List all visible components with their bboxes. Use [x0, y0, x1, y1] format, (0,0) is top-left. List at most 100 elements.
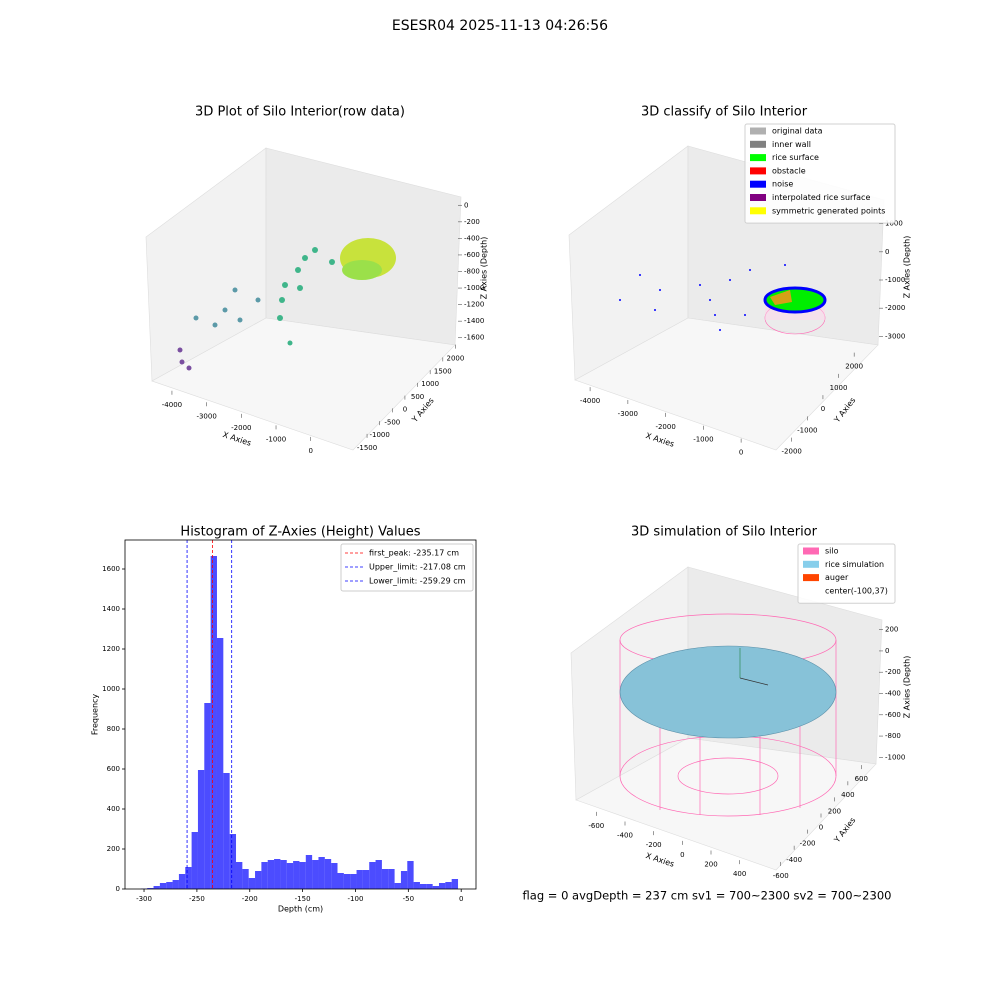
footer-text: flag = 0 avgDepth = 237 cm sv1 = 700~230… — [523, 889, 892, 903]
legend-label: original data — [772, 127, 823, 136]
z-tick-label: 0 — [885, 248, 889, 256]
z-tick-label: -400 — [885, 690, 901, 698]
x-tick-label: -2000 — [655, 423, 675, 431]
z-tick-label: 0 — [885, 647, 889, 655]
bar — [312, 860, 319, 889]
panel-title: 3D simulation of Silo Interior — [631, 525, 818, 540]
panel-title: Histogram of Z-Axies (Height) Values — [180, 525, 420, 540]
bar — [261, 862, 268, 889]
bar — [426, 884, 433, 889]
y-tick-label: 1200 — [102, 645, 120, 653]
y-tick-label: 0 — [819, 824, 823, 832]
bar — [432, 886, 439, 889]
y-tick-label: 0 — [821, 405, 825, 413]
y-tick-label: 600 — [107, 765, 120, 773]
bar — [267, 860, 275, 889]
legend-swatch — [750, 180, 766, 188]
z-tick-label: -200 — [885, 668, 901, 676]
z-tick-label: -600 — [885, 711, 901, 719]
z-tick-label: -800 — [885, 732, 901, 740]
legend-box — [744, 123, 896, 224]
legend-box — [340, 543, 474, 592]
bar — [178, 874, 186, 889]
legend-swatch — [750, 207, 766, 215]
x-tick-label: -1000 — [693, 436, 713, 444]
y-tick-label: 0 — [116, 885, 120, 893]
bar — [185, 867, 192, 889]
z-axis-label: Z Axies (Depth) — [903, 656, 912, 719]
bar — [375, 860, 382, 889]
bar — [172, 880, 179, 889]
bar — [242, 869, 249, 889]
y-tick-label: -200 — [800, 840, 816, 848]
legend-swatch — [750, 167, 766, 175]
y-tick-label: 1000 — [102, 685, 120, 693]
y-tick-label: 800 — [107, 725, 120, 733]
legend-label: auger — [825, 573, 849, 582]
x-tick-label: -600 — [588, 822, 604, 830]
bar — [280, 860, 287, 889]
bar — [407, 861, 414, 889]
x-tick-label: 0 — [680, 851, 684, 859]
z-tick-label: -800 — [464, 268, 480, 276]
z-tick-label: -1600 — [464, 334, 484, 342]
z-tick-label: -600 — [464, 251, 480, 259]
x-tick-label: -300 — [136, 895, 152, 903]
bar — [445, 882, 452, 889]
y-tick-label: 1000 — [830, 384, 848, 392]
bar — [204, 703, 211, 889]
z-tick-label: 0 — [464, 201, 468, 209]
z-tick-label: -1000 — [885, 753, 905, 761]
legend-label: rice simulation — [825, 560, 884, 569]
legend-swatch — [750, 140, 766, 148]
x-tick-label: -3000 — [618, 410, 638, 418]
bar — [166, 882, 173, 889]
x-tick-label: -200 — [646, 841, 662, 849]
bar — [223, 773, 230, 889]
figure-title: ESESR04 2025-11-13 04:26:56 — [392, 18, 608, 34]
bar — [331, 863, 338, 889]
bar — [216, 638, 224, 889]
x-tick-label: -2000 — [231, 424, 251, 432]
x-axis-label: Depth (cm) — [278, 905, 323, 914]
x-tick-label: 400 — [733, 870, 746, 878]
z-tick-label: -1200 — [464, 301, 484, 309]
bar — [343, 874, 351, 889]
bar — [438, 883, 446, 889]
x-tick-label: -200 — [242, 895, 258, 903]
bar — [413, 882, 420, 889]
legend-swatch — [750, 194, 766, 201]
legend-label: inner wall — [772, 140, 811, 149]
axes-frame — [124, 539, 477, 890]
silo-simulation — [619, 613, 837, 817]
bar — [147, 888, 154, 889]
y-tick-label: 1400 — [102, 605, 120, 613]
z-axis-label: Z Axies (Depth) — [903, 236, 912, 299]
y-tick-label: 1500 — [434, 367, 452, 375]
bar — [248, 878, 256, 889]
x-tick-label: 0 — [308, 447, 312, 455]
x-tick-label: -1000 — [266, 435, 286, 443]
y-tick-label: 200 — [828, 807, 841, 815]
bar — [318, 857, 325, 889]
x-tick-label: -250 — [189, 895, 205, 903]
bar — [394, 883, 401, 889]
bar — [191, 832, 198, 889]
legend-label: Lower_limit: -259.29 cm — [369, 577, 466, 586]
legend-swatch — [803, 547, 819, 555]
bar — [305, 855, 313, 889]
z-axis-label: Z Axies (Depth) — [480, 237, 489, 300]
z-tick-label: -2000 — [885, 304, 905, 312]
z-tick-label: -200 — [464, 218, 480, 226]
bar — [159, 883, 167, 889]
bar — [255, 871, 262, 889]
legend-label: first_peak: -235.17 cm — [369, 549, 459, 558]
legend-label: rice surface — [772, 153, 819, 162]
classified-point-cloud — [619, 264, 827, 335]
x-tick-label: -4000 — [580, 397, 600, 405]
bar — [153, 886, 160, 889]
y-tick-label: -400 — [786, 856, 802, 864]
y-tick-label: 500 — [411, 393, 424, 401]
panel-title: 3D classify of Silo Interior — [641, 105, 808, 120]
